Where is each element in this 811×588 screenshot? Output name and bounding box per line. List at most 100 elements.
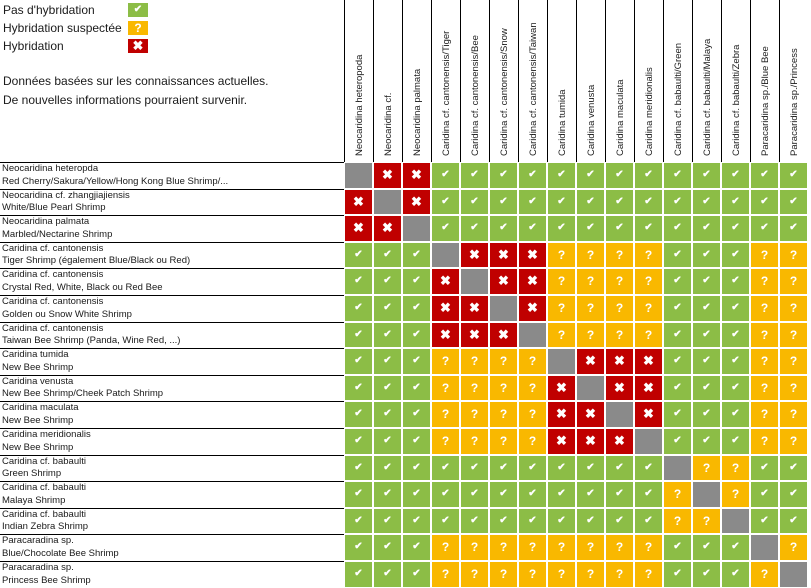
column-header: Paracaridina sp./Princess [779, 0, 808, 162]
cross-icon: ✖ [373, 215, 402, 242]
question-icon: ? [779, 295, 808, 322]
row-species: Caridina cf. cantonensis [2, 269, 104, 281]
cross-icon: ✖ [431, 295, 460, 322]
check-icon: ✔ [692, 215, 721, 242]
check-icon: ✔ [692, 188, 721, 216]
check-icon: ✔ [489, 507, 518, 535]
check-icon: ✔ [721, 162, 750, 189]
row-species: Caridina cf. cantonensis [2, 322, 104, 334]
legend-note-line1: Données basées sur les connaissances act… [3, 74, 269, 88]
check-icon: ✔ [634, 215, 663, 242]
check-icon: ✔ [779, 188, 808, 216]
check-icon: ✔ [576, 215, 605, 242]
check-icon: ✔ [605, 507, 634, 535]
check-icon: ✔ [344, 561, 373, 588]
check-icon: ✔ [431, 507, 460, 535]
check-icon: ✔ [373, 241, 402, 269]
column-header-label: Neocaridina cf. [383, 92, 394, 156]
row-label: Caridina cf. babaulti Malaya Shrimp [0, 481, 344, 508]
column-header: Caridina meridionalis [634, 0, 663, 162]
check-icon: ✔ [692, 241, 721, 269]
column-header: Neocaridina palmata [402, 0, 431, 162]
check-icon: ✔ [547, 215, 576, 242]
check-icon: ✔ [518, 454, 547, 482]
row-species: Neocaridina palmata [2, 216, 90, 228]
check-icon: ✔ [460, 162, 489, 189]
check-icon: ✔ [402, 507, 431, 535]
row-common-name: Princess Bee Shrimp [2, 574, 91, 586]
check-icon: ✔ [547, 188, 576, 216]
question-icon: ? [750, 428, 779, 455]
question-icon: ? [518, 428, 547, 455]
row-common-name: Golden ou Snow White Shrimp [2, 308, 132, 320]
check-icon: ✔ [373, 507, 402, 535]
check-icon: ✔ [460, 454, 489, 482]
diagonal-cell [373, 188, 402, 216]
check-icon: ✔ [402, 241, 431, 269]
question-icon: ? [779, 268, 808, 295]
check-icon: ✔ [344, 534, 373, 561]
check-icon: ✔ [779, 481, 808, 508]
cross-icon: ✖ [605, 428, 634, 455]
row-species: Caridina venusta [2, 375, 74, 387]
check-icon: ✔ [663, 534, 692, 561]
question-icon: ? [576, 268, 605, 295]
row-common-name: New Bee Shrimp [2, 414, 74, 426]
column-header-label: Caridina cf. cantonensis/Taiwan [528, 22, 539, 156]
check-icon: ✔ [721, 295, 750, 322]
check-icon: ✔ [605, 215, 634, 242]
check-icon: ✔ [344, 481, 373, 508]
check-icon: ✔ [344, 507, 373, 535]
question-icon: ? [518, 534, 547, 561]
check-icon: ✔ [547, 162, 576, 189]
check-icon: ✔ [692, 348, 721, 375]
check-icon: ✔ [663, 374, 692, 402]
check-icon: ✔ [663, 428, 692, 455]
column-header: Caridina cf. babaulti/Zebra [721, 0, 750, 162]
question-icon: ? [576, 534, 605, 561]
check-icon: ✔ [576, 162, 605, 189]
check-icon: ✔ [128, 3, 148, 17]
check-icon: ✔ [663, 268, 692, 295]
check-icon: ✔ [489, 481, 518, 508]
question-icon: ? [431, 374, 460, 402]
diagonal-cell [750, 534, 779, 561]
row-common-name: Indian Zebra Shrimp [2, 521, 89, 533]
check-icon: ✔ [402, 534, 431, 561]
check-icon: ✔ [663, 401, 692, 428]
question-icon: ? [692, 507, 721, 535]
question-icon: ? [128, 21, 148, 35]
question-icon: ? [489, 428, 518, 455]
check-icon: ✔ [634, 454, 663, 482]
cross-icon: ✖ [605, 348, 634, 375]
check-icon: ✔ [692, 268, 721, 295]
column-header-label: Caridina venusta [586, 84, 597, 156]
diagonal-cell [605, 401, 634, 428]
check-icon: ✔ [721, 188, 750, 216]
check-icon: ✔ [547, 454, 576, 482]
check-icon: ✔ [692, 374, 721, 402]
question-icon: ? [489, 401, 518, 428]
column-header: Caridina cf. cantonensis/Bee [460, 0, 489, 162]
column-header-label: Paracaridina sp./Blue Bee [760, 46, 771, 156]
check-icon: ✔ [663, 295, 692, 322]
question-icon: ? [605, 295, 634, 322]
question-icon: ? [518, 561, 547, 588]
legend-label-hybrid: Hybridation [3, 39, 64, 53]
row-label: Paracaradina sp. Princess Bee Shrimp [0, 561, 344, 588]
check-icon: ✔ [721, 268, 750, 295]
check-icon: ✔ [344, 268, 373, 295]
check-icon: ✔ [692, 321, 721, 349]
check-icon: ✔ [373, 561, 402, 588]
column-header: Caridina cf. babaulti/Green [663, 0, 692, 162]
check-icon: ✔ [460, 507, 489, 535]
check-icon: ✔ [547, 481, 576, 508]
question-icon: ? [576, 561, 605, 588]
question-icon: ? [634, 268, 663, 295]
question-icon: ? [721, 481, 750, 508]
check-icon: ✔ [373, 428, 402, 455]
legend-panel: Pas d'hybridation ✔ Hybridation suspecté… [0, 0, 345, 160]
question-icon: ? [518, 374, 547, 402]
check-icon: ✔ [431, 454, 460, 482]
check-icon: ✔ [518, 215, 547, 242]
